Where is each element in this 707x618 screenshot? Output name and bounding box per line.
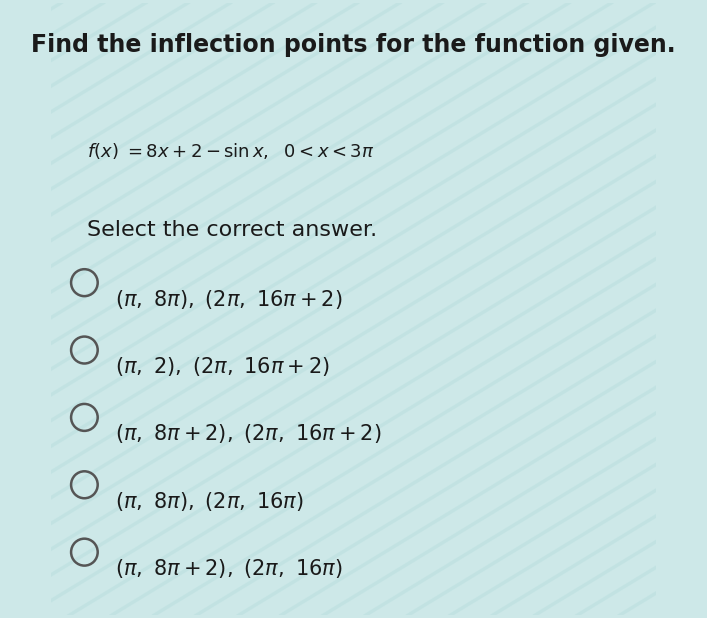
Text: Select the correct answer.: Select the correct answer. xyxy=(88,220,378,240)
Text: $(\pi,\ 2),\ (2\pi,\ 16\pi+2)$: $(\pi,\ 2),\ (2\pi,\ 16\pi+2)$ xyxy=(115,355,329,378)
Text: $(\pi,\ 8\pi+2),\ (2\pi,\ 16\pi)$: $(\pi,\ 8\pi+2),\ (2\pi,\ 16\pi)$ xyxy=(115,557,342,580)
Text: $(\pi,\ 8\pi),\ (2\pi,\ 16\pi)$: $(\pi,\ 8\pi),\ (2\pi,\ 16\pi)$ xyxy=(115,489,303,513)
Text: $(\pi,\ 8\pi),\ (2\pi,\ 16\pi+2)$: $(\pi,\ 8\pi),\ (2\pi,\ 16\pi+2)$ xyxy=(115,287,342,311)
Text: $(\pi,\ 8\pi+2),\ (2\pi,\ 16\pi+2)$: $(\pi,\ 8\pi+2),\ (2\pi,\ 16\pi+2)$ xyxy=(115,422,381,446)
Text: Find the inflection points for the function given.: Find the inflection points for the funct… xyxy=(31,33,676,57)
Text: $f(x)$ $= 8x + 2 - \sin x,$  $0 < x < 3\pi$: $f(x)$ $= 8x + 2 - \sin x,$ $0 < x < 3\p… xyxy=(88,140,375,161)
